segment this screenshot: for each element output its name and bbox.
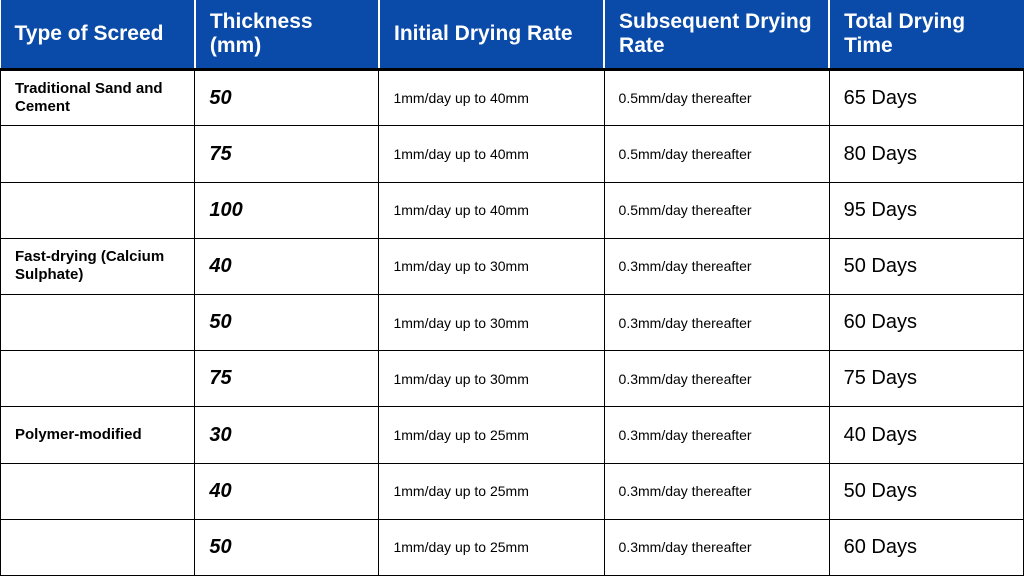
cell-subsequent-rate: 0.3mm/day thereafter [604, 295, 829, 351]
table-row: 50 1mm/day up to 30mm 0.3mm/day thereaft… [1, 295, 1024, 351]
cell-total-time: 65 Days [829, 70, 1023, 126]
cell-subsequent-rate: 0.3mm/day thereafter [604, 238, 829, 294]
col-header-total-time: Total Drying Time [829, 0, 1023, 70]
cell-thickness: 40 [195, 463, 379, 519]
cell-type [1, 463, 195, 519]
cell-type [1, 519, 195, 575]
cell-thickness: 100 [195, 182, 379, 238]
cell-initial-rate: 1mm/day up to 40mm [379, 126, 604, 182]
table-row: 75 1mm/day up to 40mm 0.5mm/day thereaft… [1, 126, 1024, 182]
cell-subsequent-rate: 0.3mm/day thereafter [604, 463, 829, 519]
cell-initial-rate: 1mm/day up to 30mm [379, 238, 604, 294]
cell-initial-rate: 1mm/day up to 25mm [379, 463, 604, 519]
cell-total-time: 40 Days [829, 407, 1023, 463]
cell-total-time: 80 Days [829, 126, 1023, 182]
cell-thickness: 50 [195, 519, 379, 575]
table-row: 40 1mm/day up to 25mm 0.3mm/day thereaft… [1, 463, 1024, 519]
table-row: Traditional Sand and Cement 50 1mm/day u… [1, 70, 1024, 126]
cell-type [1, 182, 195, 238]
cell-total-time: 50 Days [829, 463, 1023, 519]
cell-initial-rate: 1mm/day up to 40mm [379, 70, 604, 126]
cell-thickness: 40 [195, 238, 379, 294]
cell-initial-rate: 1mm/day up to 40mm [379, 182, 604, 238]
cell-total-time: 75 Days [829, 351, 1023, 407]
table-row: 50 1mm/day up to 25mm 0.3mm/day thereaft… [1, 519, 1024, 575]
cell-type [1, 351, 195, 407]
cell-total-time: 50 Days [829, 238, 1023, 294]
cell-type [1, 295, 195, 351]
col-header-initial-rate: Initial Drying Rate [379, 0, 604, 70]
table-row: 100 1mm/day up to 40mm 0.5mm/day thereaf… [1, 182, 1024, 238]
cell-initial-rate: 1mm/day up to 30mm [379, 295, 604, 351]
cell-subsequent-rate: 0.3mm/day thereafter [604, 519, 829, 575]
cell-subsequent-rate: 0.3mm/day thereafter [604, 407, 829, 463]
cell-subsequent-rate: 0.5mm/day thereafter [604, 182, 829, 238]
cell-type: Polymer-modified [1, 407, 195, 463]
cell-subsequent-rate: 0.3mm/day thereafter [604, 351, 829, 407]
cell-thickness: 75 [195, 351, 379, 407]
table-row: Fast-drying (Calcium Sulphate) 40 1mm/da… [1, 238, 1024, 294]
cell-subsequent-rate: 0.5mm/day thereafter [604, 70, 829, 126]
cell-thickness: 30 [195, 407, 379, 463]
table-row: 75 1mm/day up to 30mm 0.3mm/day thereaft… [1, 351, 1024, 407]
cell-total-time: 60 Days [829, 519, 1023, 575]
table-row: Polymer-modified 30 1mm/day up to 25mm 0… [1, 407, 1024, 463]
cell-type: Traditional Sand and Cement [1, 70, 195, 126]
cell-initial-rate: 1mm/day up to 25mm [379, 519, 604, 575]
col-header-type: Type of Screed [1, 0, 195, 70]
cell-initial-rate: 1mm/day up to 25mm [379, 407, 604, 463]
col-header-thickness: Thickness (mm) [195, 0, 379, 70]
cell-total-time: 60 Days [829, 295, 1023, 351]
cell-type: Fast-drying (Calcium Sulphate) [1, 238, 195, 294]
cell-thickness: 75 [195, 126, 379, 182]
cell-total-time: 95 Days [829, 182, 1023, 238]
cell-type [1, 126, 195, 182]
table-body: Traditional Sand and Cement 50 1mm/day u… [1, 70, 1024, 576]
cell-thickness: 50 [195, 295, 379, 351]
col-header-subsequent-rate: Subsequent Drying Rate [604, 0, 829, 70]
screed-drying-table: Type of Screed Thickness (mm) Initial Dr… [0, 0, 1024, 576]
cell-initial-rate: 1mm/day up to 30mm [379, 351, 604, 407]
cell-thickness: 50 [195, 70, 379, 126]
table-header: Type of Screed Thickness (mm) Initial Dr… [1, 0, 1024, 70]
cell-subsequent-rate: 0.5mm/day thereafter [604, 126, 829, 182]
